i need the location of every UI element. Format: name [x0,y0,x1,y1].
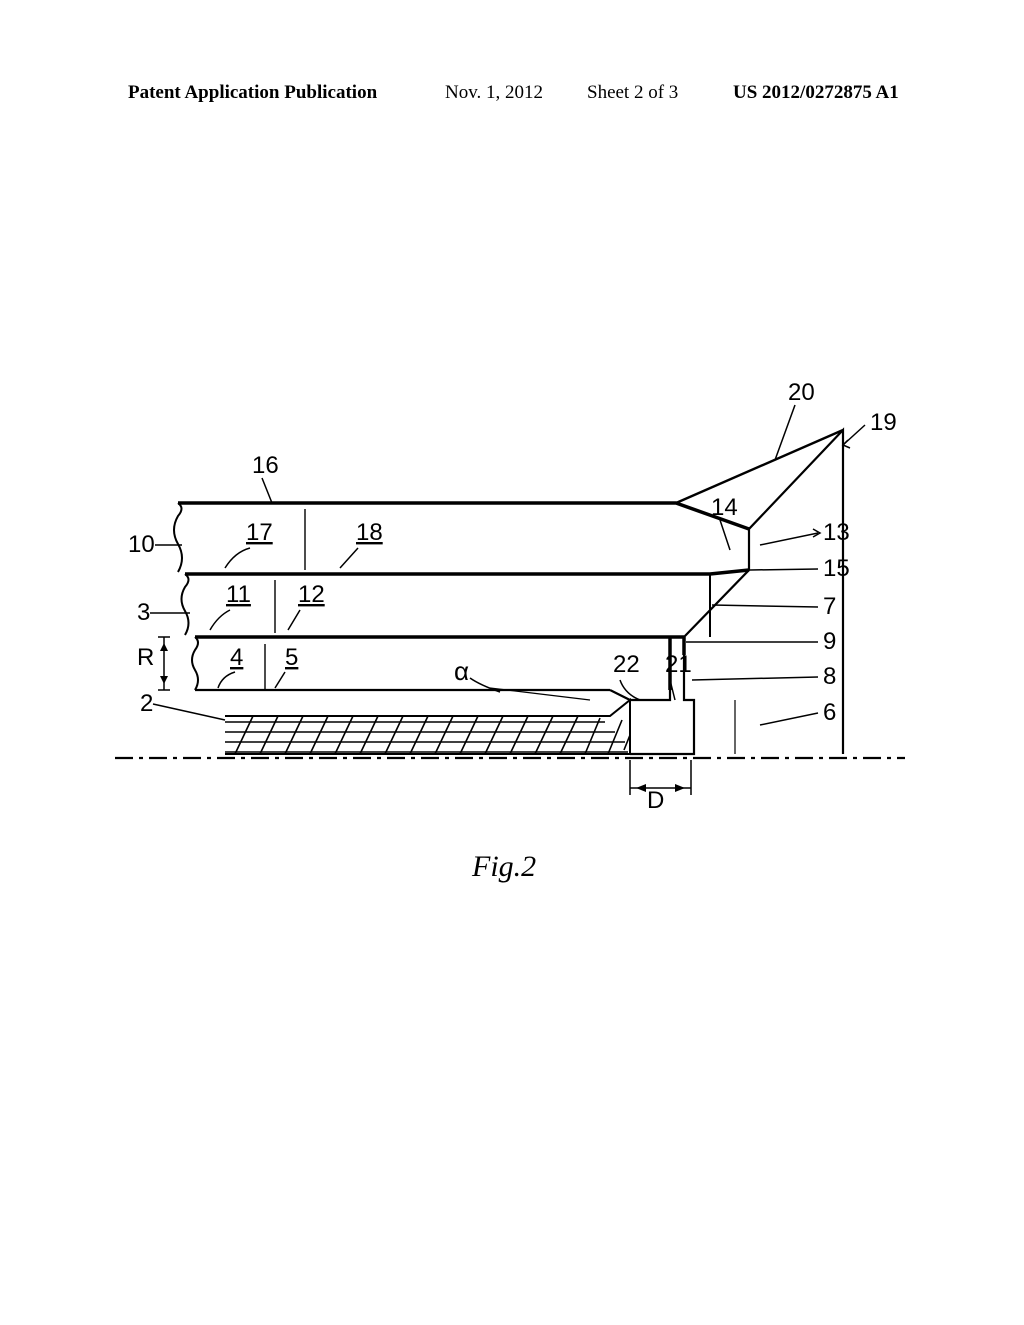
lbl-4: 4 [230,644,243,671]
lbl-20: 20 [788,379,815,406]
lbl-21: 21 [665,651,692,678]
lbl-8: 8 [823,663,836,690]
lbl-19: 19 [870,409,897,436]
layer-2 [182,570,750,637]
lbl-11: 11 [226,581,251,608]
lbl-7: 7 [823,593,836,620]
figure-2: 2 3 4 5 6 7 8 9 10 11 12 13 14 15 16 17 … [0,0,1024,1320]
lbl-3: 3 [137,599,150,626]
lbl-2: 2 [140,690,153,717]
outer-shell-right [630,430,843,754]
lbl-9: 9 [823,628,836,655]
dim-R [158,637,170,690]
layer-1 [192,637,684,700]
lbl-12: 12 [298,581,325,608]
lbl-6: 6 [823,699,836,726]
lbl-alpha: α [454,656,469,686]
lbl-17: 17 [246,519,273,546]
lbl-22: 22 [613,651,640,678]
lbl-14: 14 [711,494,738,521]
lbl-5: 5 [285,644,298,671]
figure-svg: 2 3 4 5 6 7 8 9 10 11 12 13 14 15 16 17 … [0,0,1024,1320]
edge-20 [676,430,843,503]
lbl-13: 13 [823,519,850,546]
lbl-D: D [647,787,664,814]
lbl-R: R [137,644,154,671]
lbl-15: 15 [823,555,850,582]
figure-caption: Fig.2 [472,850,536,884]
lbl-16: 16 [252,452,279,479]
lbl-10: 10 [128,531,155,558]
lbl-18: 18 [356,519,383,546]
hatched-core [225,700,630,754]
